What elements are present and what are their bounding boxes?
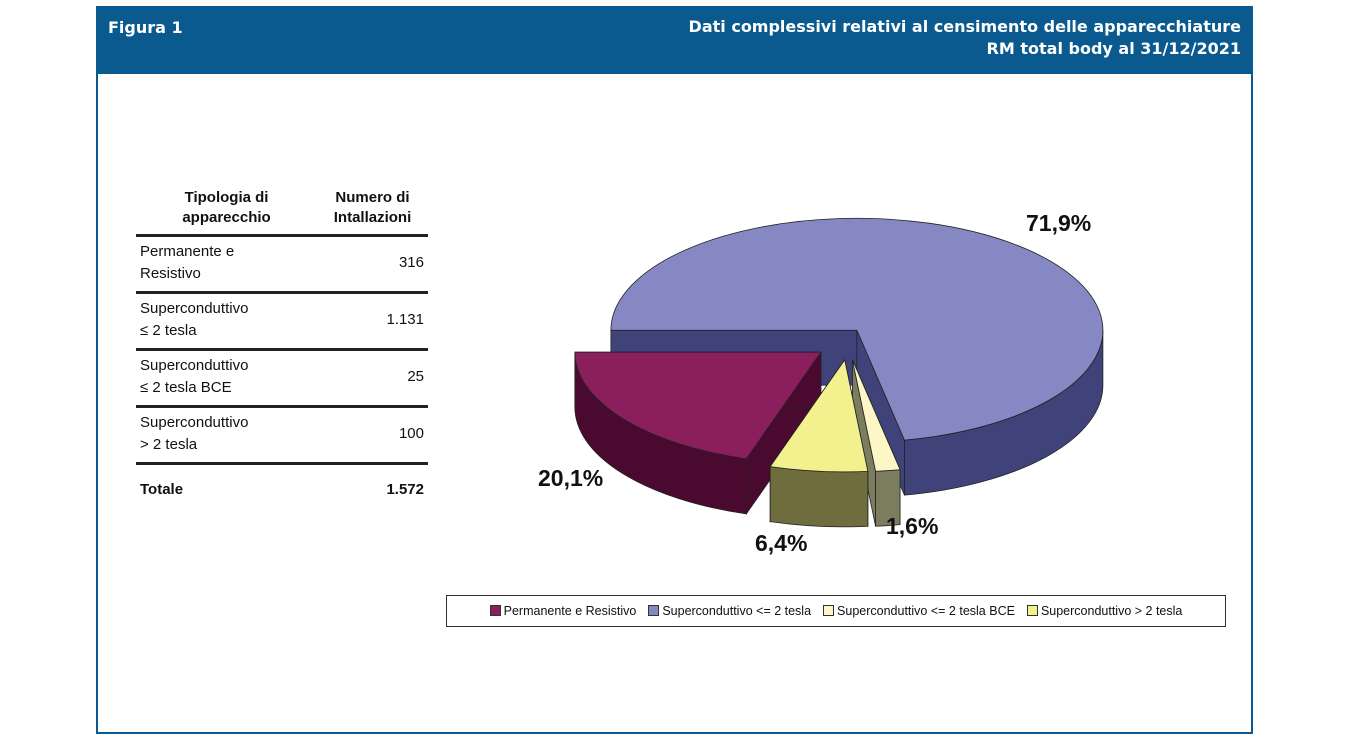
pie-slice <box>852 359 901 472</box>
pie-slice <box>610 217 1104 441</box>
table-row: Superconduttivo > 2 tesla 100 <box>136 406 428 465</box>
row-label: Superconduttivo <box>140 414 249 431</box>
title-line-1: Dati complessivi relativi al censimento … <box>688 17 1241 36</box>
data-label: 20,1% <box>538 465 604 491</box>
total-value: 1.572 <box>386 481 424 498</box>
data-label: 71,9% <box>1026 210 1092 236</box>
row-label: ≤ 2 tesla BCE <box>140 379 232 396</box>
legend-swatch <box>489 605 501 616</box>
pie-slice-side <box>769 466 869 528</box>
col-header-type: Tipologia di apparecchio <box>136 186 318 237</box>
legend-item: Permanente e Resistivo <box>489 604 637 618</box>
row-value: 25 <box>317 349 428 408</box>
installations-table: Tipologia di apparecchio Numero di Intal… <box>136 186 428 507</box>
legend-label: Superconduttivo <= 2 tesla BCE <box>837 604 1015 618</box>
pie-slice <box>574 351 822 460</box>
row-label: > 2 tesla <box>140 436 198 453</box>
figure-number: Figura 1 <box>108 18 183 37</box>
pie-slice <box>769 358 869 473</box>
legend-swatch <box>1026 605 1038 616</box>
row-label: ≤ 2 tesla <box>140 322 197 339</box>
legend-label: Superconduttivo > 2 tesla <box>1040 604 1183 618</box>
table-row: Superconduttivo ≤ 2 tesla BCE 25 <box>136 349 428 408</box>
row-value: 1.131 <box>317 292 428 351</box>
table-total-row: Totale 1.572 <box>136 464 428 508</box>
legend-label: Permanente e Resistivo <box>503 604 637 618</box>
legend-swatch <box>823 605 835 616</box>
legend-item: Superconduttivo > 2 tesla <box>1026 604 1183 618</box>
data-label: 6,4% <box>755 530 808 556</box>
chart-legend: Permanente e Resistivo Superconduttivo <… <box>446 595 1226 627</box>
row-label: Permanente e <box>140 243 235 260</box>
data-label: 1,6% <box>886 513 939 539</box>
figure-frame <box>96 6 1253 734</box>
legend-item: Superconduttivo <= 2 tesla <box>648 604 811 618</box>
title-line-2: RM total body al 31/12/2021 <box>986 39 1241 58</box>
figure-header: Figura 1 Dati complessivi relativi al ce… <box>96 6 1253 74</box>
row-label: Superconduttivo <box>140 300 249 317</box>
col-header-count: Numero di Intallazioni <box>317 186 428 237</box>
legend-item: Superconduttivo <= 2 tesla BCE <box>823 604 1015 618</box>
table-header-row: Tipologia di apparecchio Numero di Intal… <box>136 186 428 237</box>
legend-swatch <box>648 605 660 616</box>
row-label: Superconduttivo <box>140 357 249 374</box>
legend-label: Superconduttivo <= 2 tesla <box>662 604 812 618</box>
table-row: Superconduttivo ≤ 2 tesla 1.131 <box>136 292 428 351</box>
total-label: Totale <box>140 481 184 498</box>
row-label: Resistivo <box>140 265 201 282</box>
table-row: Permanente e Resistivo 316 <box>136 235 428 294</box>
figure-title: Dati complessivi relativi al censimento … <box>689 16 1241 60</box>
row-value: 316 <box>317 235 428 294</box>
row-value: 100 <box>317 406 428 465</box>
